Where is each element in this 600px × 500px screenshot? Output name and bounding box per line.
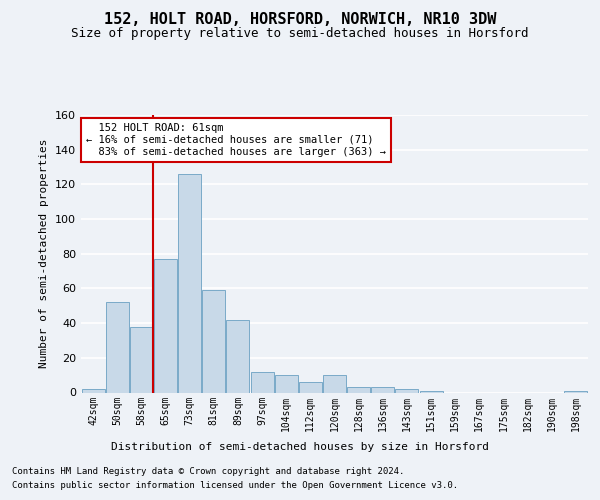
Bar xyxy=(565,391,587,392)
Bar xyxy=(347,388,370,392)
Text: 152 HOLT ROAD: 61sqm
← 16% of semi-detached houses are smaller (71)
  83% of sem: 152 HOLT ROAD: 61sqm ← 16% of semi-detac… xyxy=(86,124,386,156)
Bar xyxy=(419,391,443,392)
Bar xyxy=(106,302,128,392)
Text: Distribution of semi-detached houses by size in Horsford: Distribution of semi-detached houses by … xyxy=(111,442,489,452)
Bar xyxy=(299,382,322,392)
Bar xyxy=(371,388,394,392)
Text: Contains HM Land Registry data © Crown copyright and database right 2024.: Contains HM Land Registry data © Crown c… xyxy=(12,468,404,476)
Bar xyxy=(323,375,346,392)
Bar xyxy=(130,326,153,392)
Text: 152, HOLT ROAD, HORSFORD, NORWICH, NR10 3DW: 152, HOLT ROAD, HORSFORD, NORWICH, NR10 … xyxy=(104,12,496,28)
Bar xyxy=(395,389,418,392)
Bar xyxy=(202,290,225,392)
Bar xyxy=(82,389,104,392)
Bar xyxy=(178,174,201,392)
Bar xyxy=(226,320,250,392)
Bar xyxy=(275,375,298,392)
Text: Size of property relative to semi-detached houses in Horsford: Size of property relative to semi-detach… xyxy=(71,28,529,40)
Y-axis label: Number of semi-detached properties: Number of semi-detached properties xyxy=(40,139,49,368)
Bar xyxy=(154,259,177,392)
Text: Contains public sector information licensed under the Open Government Licence v3: Contains public sector information licen… xyxy=(12,481,458,490)
Bar xyxy=(251,372,274,392)
